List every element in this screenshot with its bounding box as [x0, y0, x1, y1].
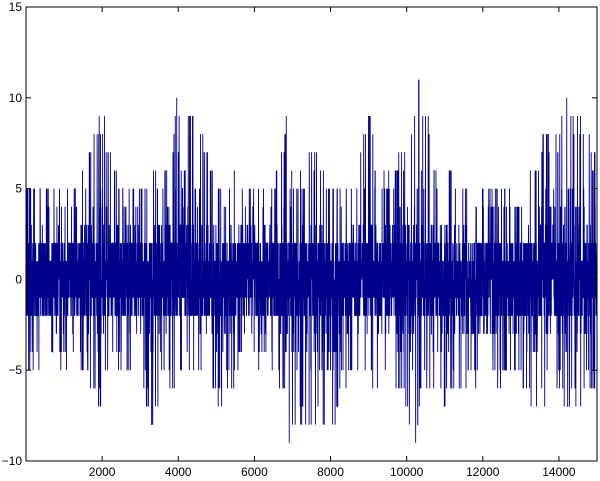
y-axis: −10 −5 0 5 10 15 — [2, 0, 597, 468]
axes-border — [25, 6, 598, 462]
y-tick-label: 5 — [15, 182, 22, 196]
y-tick-label: 0 — [15, 272, 22, 286]
x-tick-label: 12000 — [466, 465, 500, 479]
series-line-1 — [25, 79, 598, 443]
y-tick-label: −5 — [8, 363, 22, 377]
axes-frame — [25, 6, 598, 462]
x-tick-label: 6000 — [241, 465, 268, 479]
x-tick-label: 8000 — [317, 465, 344, 479]
y-tick-label: −10 — [2, 454, 23, 468]
y-tick-label: 15 — [9, 0, 23, 14]
x-tick-label: 4000 — [165, 465, 192, 479]
x-axis: 2000 4000 6000 8000 10000 12000 14000 — [89, 7, 576, 479]
x-tick-label: 10000 — [390, 465, 424, 479]
y-tick-label: 10 — [9, 91, 23, 105]
x-tick-label: 2000 — [89, 465, 116, 479]
plot-area — [25, 6, 598, 462]
x-tick-label: 14000 — [542, 465, 576, 479]
